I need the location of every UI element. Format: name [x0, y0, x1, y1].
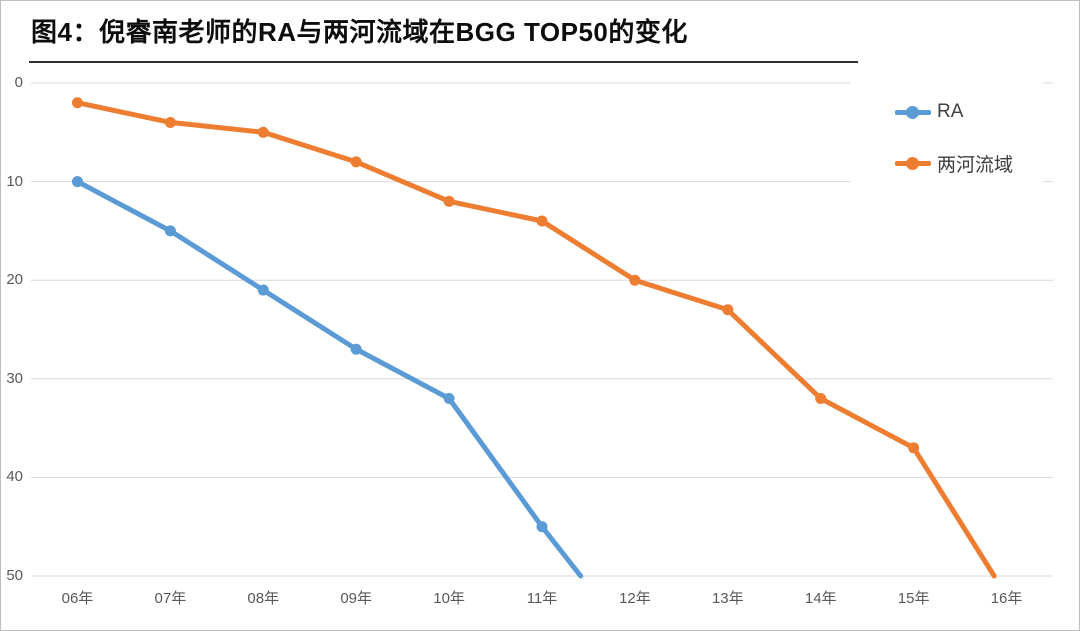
data-point-RA-07年 — [164, 225, 176, 237]
data-point-两河流域-06年 — [71, 97, 83, 109]
data-point-RA-10年 — [443, 393, 455, 405]
x-tick-label-16年: 16年 — [990, 590, 1023, 607]
data-point-两河流域-08年 — [257, 126, 269, 138]
data-point-RA-11年 — [536, 521, 548, 533]
y-tick-label-30: 30 — [6, 369, 23, 387]
y-tick-label-10: 10 — [6, 172, 23, 190]
x-tick-label-13年: 13年 — [711, 590, 744, 607]
data-point-RA-08年 — [257, 284, 269, 296]
x-tick-label-10年: 10年 — [433, 590, 465, 607]
data-point-RA-09年 — [350, 343, 362, 355]
data-point-两河流域-11年 — [536, 215, 548, 227]
legend-series-marker-icon — [895, 157, 931, 171]
title-separator — [29, 61, 858, 63]
x-tick-label-15年: 15年 — [897, 590, 930, 607]
series-line-两河流域 — [75, 100, 997, 579]
data-point-RA-06年 — [71, 176, 83, 188]
data-point-两河流域-13年 — [722, 304, 734, 316]
y-tick-label-50: 50 — [6, 567, 23, 584]
legend-item-两河流域: 两河流域 — [895, 151, 1043, 177]
data-point-两河流域-07年 — [164, 116, 176, 128]
data-point-两河流域-14年 — [815, 393, 827, 405]
legend-label: RA — [937, 101, 964, 123]
x-tick-label-08年: 08年 — [247, 590, 280, 607]
y-tick-label-40: 40 — [6, 468, 23, 486]
legend-label: 两河流域 — [937, 155, 1014, 177]
legend-item-RA: RA — [895, 99, 1043, 125]
y-tick-label-20: 20 — [6, 271, 23, 289]
x-tick-label-07年: 07年 — [154, 590, 187, 607]
legend-series-marker-icon — [895, 105, 931, 119]
data-point-两河流域-12年 — [629, 274, 641, 286]
x-tick-label-09年: 09年 — [340, 590, 373, 607]
legend: RA 两河流域 — [851, 74, 1043, 202]
series-line-RA — [75, 179, 584, 579]
data-point-两河流域-15年 — [908, 442, 920, 454]
y-tick-label-0: 0 — [14, 74, 23, 91]
x-tick-label-11年: 11年 — [526, 590, 558, 607]
x-tick-label-12年: 12年 — [619, 590, 651, 607]
x-tick-label-14年: 14年 — [804, 590, 837, 607]
x-tick-label-06年: 06年 — [61, 590, 94, 607]
data-point-两河流域-09年 — [350, 156, 362, 168]
data-point-两河流域-10年 — [443, 195, 455, 207]
chart-title: 图4：倪睿南老师的RA与两河流域在BGG TOP50的变化 — [31, 17, 688, 47]
